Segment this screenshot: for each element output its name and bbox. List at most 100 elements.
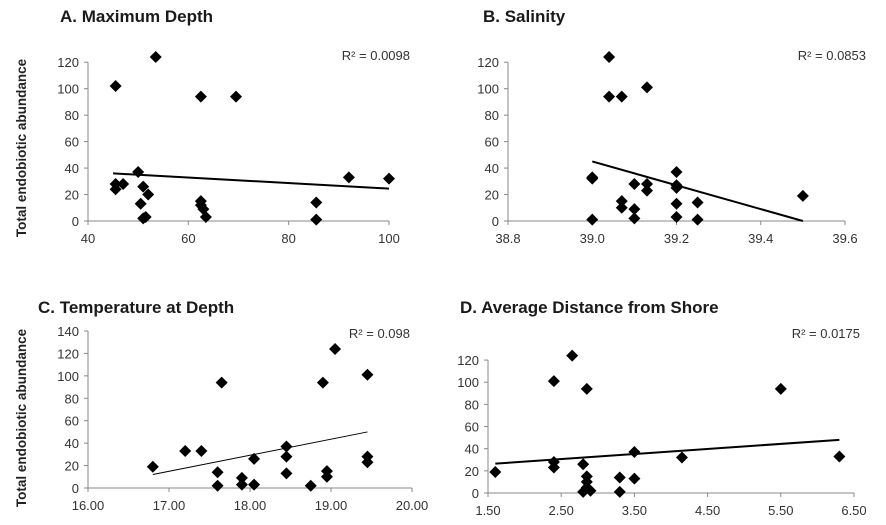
data-point [194, 199, 207, 212]
data-point [628, 446, 641, 459]
data-point [691, 196, 704, 209]
data-point [670, 166, 683, 179]
panel-a: A. Maximum Depth R² = 0.0098 0 20 40 60 80 10… [57, 7, 410, 246]
data-point [142, 188, 155, 201]
data-point [316, 376, 329, 389]
panel-c: C. Temperature at Depth R² = 0.098 0 20 40… [38, 298, 428, 513]
y-tick-label: 60 [65, 135, 79, 150]
data-point [615, 195, 628, 208]
x-tick-label: 39.4 [748, 231, 773, 246]
panel-title: B. Salinity [483, 7, 566, 26]
data-point [547, 375, 560, 388]
data-point [547, 461, 560, 474]
x-tick-label: 2.50 [549, 503, 574, 518]
data-point [132, 166, 145, 179]
y-tick-label: 60 [465, 420, 479, 435]
data-point [179, 444, 192, 457]
x-tick-label: 5.50 [768, 503, 793, 518]
data-point [280, 450, 293, 463]
data-point [342, 171, 355, 184]
data-point [139, 211, 152, 224]
y-tick-label: 20 [465, 464, 479, 479]
y-tick-label: 60 [65, 414, 79, 429]
y-tick-label: 120 [57, 346, 79, 361]
x-tick-label: 6.50 [841, 503, 866, 518]
y-tick-label: 60 [485, 135, 499, 150]
data-point [320, 470, 333, 483]
data-point [603, 90, 616, 103]
r-squared-label: R² = 0.098 [349, 326, 410, 341]
y-tick-label: 140 [57, 324, 79, 339]
x-tick-label: 38.8 [495, 231, 520, 246]
data-point [361, 456, 374, 469]
x-tick-label: 16.00 [72, 498, 105, 513]
trendline [495, 438, 840, 465]
data-point [109, 80, 122, 93]
data-point [641, 81, 654, 94]
y-tick-label: 0 [492, 214, 499, 229]
y-tick-label: 120 [57, 55, 79, 70]
data-point [833, 450, 846, 463]
data-point [586, 171, 599, 184]
y-tick-label: 20 [65, 188, 79, 203]
data-point [586, 213, 599, 226]
data-point [149, 50, 162, 63]
y-axis-label-top: Total endobiotic abundance [14, 58, 29, 237]
panel-title: C. Temperature at Depth [38, 298, 234, 317]
data-point [248, 452, 261, 465]
data-point [109, 177, 122, 190]
data-point [584, 484, 597, 497]
y-tick-label: 80 [65, 108, 79, 123]
x-tick-label: 100 [378, 231, 400, 246]
x-tick-label: 19.00 [315, 498, 348, 513]
data-point [628, 177, 641, 190]
y-tick-label: 0 [72, 214, 79, 229]
data-point [199, 211, 212, 224]
data-point [211, 466, 224, 479]
data-point [235, 471, 248, 484]
x-tick-label: 18.00 [234, 498, 267, 513]
data-point [134, 197, 147, 210]
data-point [615, 201, 628, 214]
y-tick-label: 0 [72, 481, 79, 496]
y-tick-label: 80 [465, 397, 479, 412]
data-point [329, 342, 342, 355]
data-point [146, 460, 159, 473]
panel-title: D. Average Distance from Shore [460, 298, 719, 317]
data-point [137, 180, 150, 193]
data-point [615, 90, 628, 103]
y-tick-label: 80 [65, 391, 79, 406]
r-squared-label: R² = 0.0175 [792, 326, 860, 341]
x-tick-label: 39.6 [832, 231, 857, 246]
data-point [577, 458, 590, 471]
data-point [670, 181, 683, 194]
x-tick-label: 1.50 [475, 503, 500, 518]
data-point [774, 382, 787, 395]
y-tick-label: 0 [472, 486, 479, 501]
data-point [613, 471, 626, 484]
panel-title: A. Maximum Depth [60, 7, 213, 26]
data-point [613, 485, 626, 498]
panel-d: D. Average Distance from Shore R² = 0.01… [457, 298, 866, 518]
data-point [211, 479, 224, 492]
data-point [194, 90, 207, 103]
y-tick-label: 100 [477, 82, 499, 97]
r-squared-label: R² = 0.0098 [342, 48, 410, 63]
data-point [248, 478, 261, 491]
data-point [628, 212, 641, 225]
data-point [310, 213, 323, 226]
data-point [229, 90, 242, 103]
data-point [117, 177, 130, 190]
data-point [580, 382, 593, 395]
y-tick-label: 100 [57, 369, 79, 384]
data-point [195, 444, 208, 457]
trendline [152, 431, 368, 476]
x-tick-label: 4.50 [695, 503, 720, 518]
data-point [670, 211, 683, 224]
data-point [628, 472, 641, 485]
y-tick-label: 40 [485, 161, 499, 176]
y-tick-label: 100 [57, 82, 79, 97]
trendline [113, 172, 390, 190]
panel-b: B. Salinity R² = 0.0853 0 20 40 60 80 100 120 3… [477, 7, 866, 246]
x-tick-label: 40 [81, 231, 95, 246]
